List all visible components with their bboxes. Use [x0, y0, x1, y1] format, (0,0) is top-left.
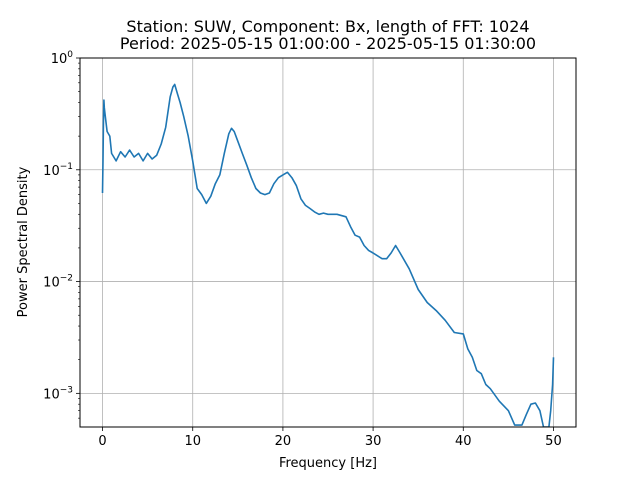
series-layer: [101, 83, 555, 427]
y-tick-label: 10−2: [43, 274, 73, 291]
psd-series-line: [101, 83, 555, 427]
y-tick-label: 10−3: [43, 385, 73, 402]
x-tick-label: 50: [545, 434, 562, 449]
y-tick-label: 10−1: [43, 162, 73, 179]
y-tick-label: 100: [51, 50, 74, 67]
x-tick-label: 40: [455, 434, 472, 449]
chart-title-line-2: Period: 2025-05-15 01:00:00 - 2025-05-15…: [120, 34, 536, 53]
grid-lines: [80, 58, 576, 427]
y-axis-ticks: 10−3 10−2 10−1 100: [43, 50, 80, 419]
plot-frame: [79, 57, 577, 428]
x-axis-ticks: 0 10 20 30 40 50: [98, 427, 562, 449]
y-axis-label: Power Spectral Density: [16, 166, 31, 317]
x-tick-label: 30: [365, 434, 382, 449]
x-axis-label: Frequency [Hz]: [279, 456, 377, 471]
x-tick-label: 0: [98, 434, 106, 449]
x-tick-label: 20: [275, 434, 292, 449]
x-tick-label: 10: [184, 434, 201, 449]
chart-title-line-1: Station: SUW, Component: Bx, length of F…: [126, 17, 529, 36]
